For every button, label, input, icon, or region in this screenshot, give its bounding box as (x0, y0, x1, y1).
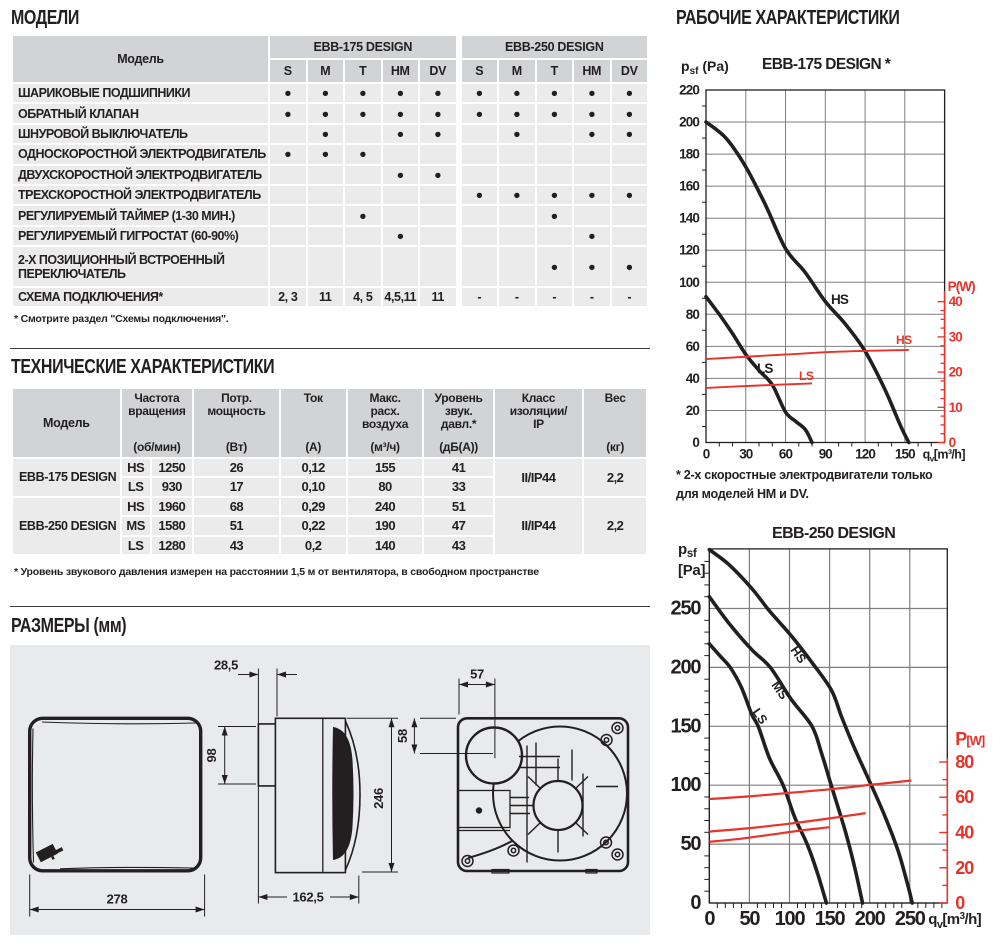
svg-text:HS: HS (831, 292, 849, 307)
svg-text:150: 150 (815, 908, 846, 930)
svg-text:20: 20 (955, 858, 974, 878)
svg-text:140: 140 (679, 211, 699, 226)
svg-text:60: 60 (779, 447, 793, 462)
svg-text:80: 80 (955, 752, 974, 772)
svg-text:180: 180 (679, 147, 699, 162)
svg-text:250: 250 (671, 598, 702, 620)
svg-text:40: 40 (949, 294, 963, 309)
svg-text:30: 30 (739, 447, 753, 462)
svg-text:150: 150 (895, 447, 915, 462)
svg-text:162,5: 162,5 (292, 889, 323, 904)
svg-text:0: 0 (690, 892, 701, 914)
svg-text:0: 0 (703, 447, 710, 462)
svg-text:HS: HS (788, 644, 809, 666)
svg-text:98: 98 (204, 748, 219, 762)
svg-text:P[W]: P[W] (955, 729, 985, 749)
svg-text:LS: LS (799, 369, 814, 383)
svg-text:200: 200 (855, 908, 886, 930)
svg-text:qv[m³/h]: qv[m³/h] (923, 448, 966, 464)
svg-text:100: 100 (671, 774, 702, 796)
svg-text:200: 200 (671, 656, 702, 678)
svg-text:30: 30 (949, 329, 963, 344)
svg-text:220: 220 (679, 83, 699, 98)
svg-text:P(W): P(W) (948, 279, 976, 294)
svg-text:246: 246 (371, 788, 386, 809)
svg-text:60: 60 (686, 339, 700, 354)
svg-text:80: 80 (686, 307, 700, 322)
svg-text:160: 160 (679, 179, 699, 194)
svg-text:120: 120 (855, 447, 875, 462)
svg-text:57: 57 (470, 666, 484, 681)
svg-text:90: 90 (819, 447, 833, 462)
svg-text:0: 0 (955, 893, 965, 913)
svg-text:120: 120 (679, 243, 699, 258)
svg-text:100: 100 (775, 908, 806, 930)
svg-text:qv[m3/h]: qv[m3/h] (928, 911, 981, 931)
svg-text:150: 150 (671, 715, 702, 737)
svg-text:50: 50 (739, 908, 760, 930)
svg-text:0: 0 (692, 435, 699, 450)
svg-text:MS: MS (769, 679, 791, 702)
svg-text:40: 40 (955, 823, 974, 843)
svg-text:HS: HS (896, 333, 912, 347)
svg-text:28,5: 28,5 (214, 657, 238, 672)
svg-text:200: 200 (679, 115, 699, 130)
svg-text:20: 20 (949, 365, 963, 380)
svg-text:100: 100 (679, 275, 699, 290)
svg-text:10: 10 (949, 400, 963, 415)
svg-text:20: 20 (686, 403, 700, 418)
svg-text:LS: LS (750, 706, 771, 727)
svg-text:58: 58 (395, 729, 410, 743)
svg-text:0: 0 (704, 908, 715, 930)
svg-text:LS: LS (757, 361, 773, 376)
svg-text:60: 60 (955, 787, 974, 807)
svg-text:50: 50 (680, 833, 701, 855)
svg-text:0: 0 (949, 435, 956, 450)
svg-text:250: 250 (895, 908, 926, 930)
svg-text:278: 278 (107, 891, 128, 906)
svg-text:40: 40 (686, 371, 700, 386)
